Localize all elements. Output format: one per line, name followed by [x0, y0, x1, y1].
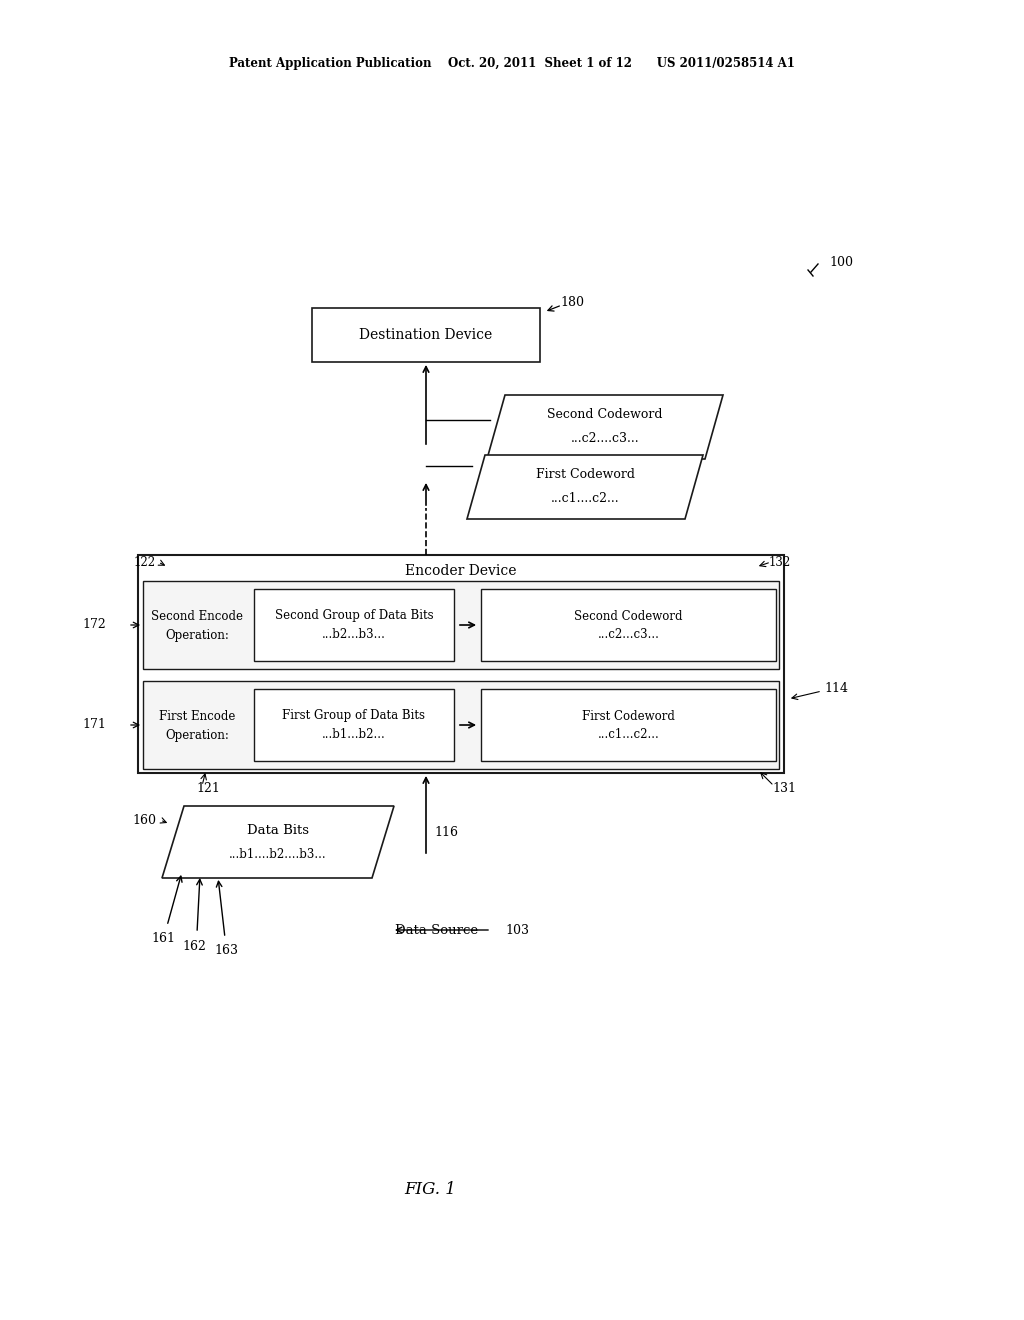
Text: 116: 116	[434, 825, 458, 838]
Bar	[254, 689, 454, 762]
Text: 160: 160	[132, 813, 156, 826]
Text: Second Encode: Second Encode	[151, 610, 243, 623]
Bar	[138, 554, 784, 774]
Text: 171: 171	[82, 718, 106, 731]
Polygon shape	[467, 455, 703, 519]
Text: Second Codeword: Second Codeword	[547, 408, 663, 421]
Text: 122: 122	[134, 556, 156, 569]
Text: 180: 180	[560, 296, 584, 309]
Bar	[143, 581, 779, 669]
Text: ...c2....c3...: ...c2....c3...	[570, 433, 639, 446]
Text: ...c1....c2...: ...c1....c2...	[551, 492, 620, 506]
Bar	[143, 681, 779, 770]
Text: First Group of Data Bits: First Group of Data Bits	[283, 710, 426, 722]
Bar	[481, 689, 776, 762]
Bar	[254, 589, 454, 661]
Text: Second Codeword: Second Codeword	[574, 610, 683, 623]
Text: Data Bits: Data Bits	[247, 824, 309, 837]
Text: ...b2...b3...: ...b2...b3...	[323, 628, 386, 642]
Text: Data Source: Data Source	[395, 924, 478, 936]
Text: First Codeword: First Codeword	[582, 710, 675, 722]
Text: 163: 163	[214, 944, 238, 957]
Text: ...c1...c2...: ...c1...c2...	[598, 729, 659, 742]
Text: 100: 100	[829, 256, 853, 269]
Text: 172: 172	[82, 619, 106, 631]
Text: ...c2...c3...: ...c2...c3...	[598, 628, 659, 642]
Polygon shape	[162, 807, 394, 878]
Text: 131: 131	[772, 781, 796, 795]
Text: 162: 162	[182, 940, 206, 953]
Text: ...b1...b2...: ...b1...b2...	[323, 729, 386, 742]
Bar	[481, 589, 776, 661]
Text: 132: 132	[769, 556, 792, 569]
Text: Patent Application Publication    Oct. 20, 2011  Sheet 1 of 12      US 2011/0258: Patent Application Publication Oct. 20, …	[229, 57, 795, 70]
Text: First Encode: First Encode	[159, 710, 236, 723]
Polygon shape	[487, 395, 723, 459]
Text: FIG. 1: FIG. 1	[404, 1181, 456, 1199]
Text: First Codeword: First Codeword	[536, 469, 635, 482]
Text: Operation:: Operation:	[165, 729, 229, 742]
Bar	[312, 308, 540, 362]
Text: 121: 121	[196, 781, 220, 795]
Text: Encoder Device: Encoder Device	[406, 564, 517, 578]
Text: Second Group of Data Bits: Second Group of Data Bits	[274, 610, 433, 623]
Text: Destination Device: Destination Device	[359, 327, 493, 342]
Text: Operation:: Operation:	[165, 628, 229, 642]
Text: ...b1....b2....b3...: ...b1....b2....b3...	[229, 847, 327, 861]
Text: 103: 103	[505, 924, 529, 936]
Text: 114: 114	[824, 682, 848, 696]
Text: 161: 161	[151, 932, 175, 945]
